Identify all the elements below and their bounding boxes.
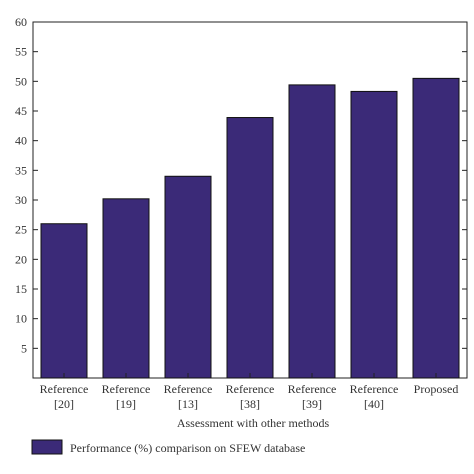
y-tick-label: 55 bbox=[15, 45, 27, 59]
bar bbox=[412, 77, 460, 379]
legend-swatch bbox=[31, 439, 63, 455]
x-tick-label: [40] bbox=[364, 397, 384, 411]
y-tick-label: 40 bbox=[15, 134, 27, 148]
bar bbox=[226, 117, 274, 379]
bar bbox=[102, 198, 150, 379]
bar bbox=[350, 90, 398, 379]
bar bbox=[40, 223, 88, 379]
y-tick-label: 50 bbox=[15, 74, 27, 88]
x-tick-label: [19] bbox=[116, 397, 136, 411]
legend-label: Performance (%) comparison on SFEW datab… bbox=[70, 441, 305, 455]
x-tick-label: [38] bbox=[240, 397, 260, 411]
bar bbox=[288, 84, 336, 379]
y-tick-label: 5 bbox=[21, 341, 27, 355]
x-tick-label: Reference bbox=[40, 382, 89, 396]
x-tick-label: Reference bbox=[102, 382, 151, 396]
x-tick-label: [13] bbox=[178, 397, 198, 411]
y-tick-label: 25 bbox=[15, 223, 27, 237]
x-tick-label: Reference bbox=[288, 382, 337, 396]
x-tick-label: Proposed bbox=[414, 382, 459, 396]
x-tick-label: Reference bbox=[226, 382, 275, 396]
y-tick-label: 30 bbox=[15, 193, 27, 207]
legend: Performance (%) comparison on SFEW datab… bbox=[31, 439, 305, 455]
x-tick-label: [39] bbox=[302, 397, 322, 411]
y-tick-label: 45 bbox=[15, 104, 27, 118]
y-tick-label: 60 bbox=[15, 15, 27, 29]
y-tick-label: 15 bbox=[15, 282, 27, 296]
bar bbox=[164, 175, 212, 379]
y-tick-label: 10 bbox=[15, 312, 27, 326]
x-tick-label: Reference bbox=[164, 382, 213, 396]
x-axis-label: Assessment with other methods bbox=[177, 416, 330, 430]
y-tick-label: 20 bbox=[15, 252, 27, 266]
x-tick-label: [20] bbox=[54, 397, 74, 411]
y-tick-label: 35 bbox=[15, 163, 27, 177]
plot-area: 51015202530354045505560Reference[20]Refe… bbox=[15, 15, 468, 411]
x-tick-label: Reference bbox=[350, 382, 399, 396]
